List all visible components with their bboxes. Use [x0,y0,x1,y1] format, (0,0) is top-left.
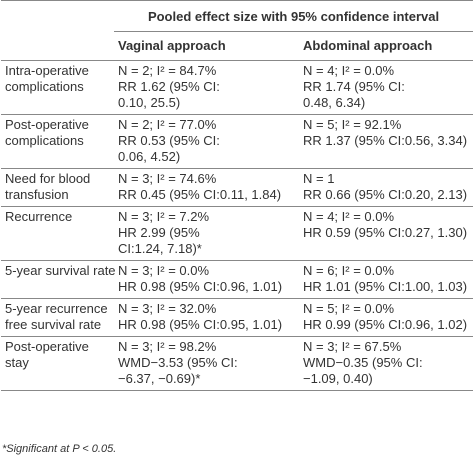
row-label-line: Need for blood [5,171,91,186]
row-label-line: Recurrence [5,209,73,224]
row-label-line: transfusion [5,187,69,202]
table-cell: N = 1 RR 0.66 (95% CI:0.20, 2.13) [299,169,473,207]
column-header: Vaginal approach [114,31,299,61]
cell-line: HR 0.59 (95% CI:0.27, 1.30) [303,225,468,240]
row-label-line: complications [5,79,84,94]
cell-line: N = 3; I² = 7.2% [118,209,210,224]
cell-line: HR 0.98 (95% CI:0.95, 1.01) [118,317,283,332]
table-cell: N = 2; I² = 84.7% RR 1.62 (95% CI: 0.10, 2… [114,61,299,115]
table-cell: N = 5; I² = 92.1% RR 1.37 (95% CI:0.56, 3… [299,115,473,169]
cell-line: RR 0.66 (95% CI:0.20, 2.13) [303,187,468,202]
cell-line: 0.10, 25.5) [118,95,181,110]
cell-line: HR 0.98 (95% CI:0.96, 1.01) [118,279,283,294]
row-label-line: 5-year recurrence [5,301,108,316]
row-label: Post-operative stay [1,337,114,391]
row-label-line: stay [5,355,29,370]
cell-line: RR 0.45 (95% CI:0.11, 1.84) [118,187,282,202]
cell-line: CI:1.24, 7.18)* [118,241,202,256]
row-label-line: Intra-operative [5,63,89,78]
cell-line: HR 2.99 (95% [118,225,200,240]
table-cell: N = 3; I² = 32.0% HR 0.98 (95% CI:0.95, 1… [114,299,299,337]
results-table: Pooled effect size with 95% confidence i… [1,0,474,391]
cell-line: N = 2; I² = 84.7% [118,63,217,78]
table-title: Pooled effect size with 95% confidence i… [114,0,474,32]
cell-line: N = 4; I² = 0.0% [303,209,395,224]
table-body: Intra-operative complications N = 2; I² = … [1,61,474,391]
cell-line: WMD−3.53 (95% CI: [118,355,238,370]
table-row: 5-year recurrence free survival rate N = 3… [1,299,474,337]
row-label: 5-year survival rate [1,261,116,299]
cell-line: N = 3; I² = 32.0% [118,301,217,316]
table-cell: N = 4; I² = 0.0% HR 0.59 (95% CI:0.27, 1.… [299,207,473,261]
table-cell: N = 5; I² = 0.0% HR 0.99 (95% CI:0.96, 1.… [299,299,473,337]
cell-line: N = 2; I² = 77.0% [118,117,217,132]
cell-line: RR 1.74 (95% CI: [303,79,405,94]
table-cell: N = 3; I² = 0.0% HR 0.98 (95% CI:0.96, 1.… [114,261,299,299]
cell-line: RR 1.62 (95% CI: [118,79,220,94]
table-row: Recurrence N = 3; I² = 7.2% HR 2.99 (95% CI… [1,207,474,261]
cell-line: N = 3; I² = 74.6% [118,171,217,186]
cell-line: N = 3; I² = 0.0% [118,263,210,278]
row-label-line: Post-operative [5,339,89,354]
cell-line: N = 6; I² = 0.0% [303,263,395,278]
cell-line: HR 0.99 (95% CI:0.96, 1.02) [303,317,468,332]
table-row: Post-operative stay N = 3; I² = 98.2% WMD−3… [1,337,474,391]
title-row: Pooled effect size with 95% confidence i… [1,0,474,32]
row-label: 5-year recurrence free survival rate [1,299,114,337]
cell-line: N = 5; I² = 92.1% [303,117,402,132]
cell-line: RR 0.53 (95% CI: [118,133,220,148]
header-row: Vaginal approach Abdominal approach [1,31,474,61]
row-label: Recurrence [1,207,114,261]
cell-line: −6.37, −0.69)* [118,371,201,386]
table-cell: N = 3; I² = 67.5% WMD−0.35 (95% CI: −1.09,… [299,337,473,391]
cell-line: WMD−0.35 (95% CI: [303,355,423,370]
cell-line: N = 1 [303,171,335,186]
cell-line: N = 3; I² = 67.5% [303,339,402,354]
cell-line: N = 5; I² = 0.0% [303,301,395,316]
cell-line: −1.09, 0.40) [303,371,373,386]
cell-line: 0.06, 4.52) [118,149,181,164]
footnote: *Significant at P < 0.05. [2,443,117,455]
row-label: Post-operative complications [1,115,114,169]
table-row: Post-operative complications N = 2; I² = 7… [1,115,474,169]
column-header: Abdominal approach [299,31,474,61]
cell-line: 0.48, 6.34) [303,95,366,110]
table-row: Need for blood transfusion N = 3; I² = 74.… [1,169,474,207]
cell-line: N = 3; I² = 98.2% [118,339,217,354]
cell-line: N = 4; I² = 0.0% [303,63,395,78]
row-label-line: Post-operative [5,117,89,132]
table-row: 5-year survival rate N = 3; I² = 0.0% HR 0… [1,261,474,299]
table-row: Intra-operative complications N = 2; I² = … [1,61,474,115]
row-label: Need for blood transfusion [1,169,114,207]
table-cell: N = 3; I² = 7.2% HR 2.99 (95% CI:1.24, 7.1… [114,207,299,261]
table-cell: N = 4; I² = 0.0% RR 1.74 (95% CI: 0.48, 6.… [299,61,473,115]
table-cell: N = 3; I² = 74.6% RR 0.45 (95% CI:0.11, 1… [114,169,299,207]
cell-line: HR 1.01 (95% CI:1.00, 1.03) [303,279,468,294]
table-cell: N = 6; I² = 0.0% HR 1.01 (95% CI:1.00, 1.… [299,261,473,299]
cell-line: RR 1.37 (95% CI:0.56, 3.34) [303,133,468,148]
row-label-line: 5-year survival rate [5,263,116,278]
row-label-line: free survival rate [5,317,102,332]
table-cell: N = 3; I² = 98.2% WMD−3.53 (95% CI: −6.37,… [114,337,299,391]
row-label: Intra-operative complications [1,61,114,115]
row-label-line: complications [5,133,84,148]
table-cell: N = 2; I² = 77.0% RR 0.53 (95% CI: 0.06, 4… [114,115,299,169]
